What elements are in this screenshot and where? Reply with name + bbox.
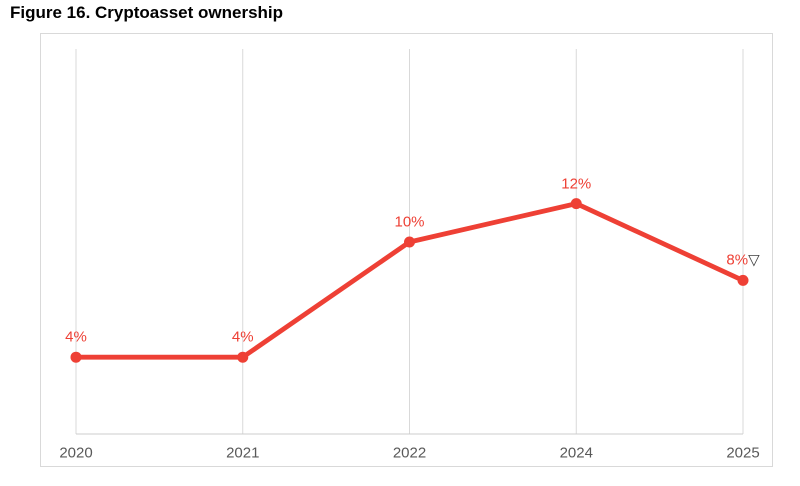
x-axis-label-2022: 2022 (392, 444, 427, 462)
chart-labels-layer: 4% 2020 4% 2021 10% 2022 12% 2024 8%▽ 2025 (41, 34, 772, 466)
x-axis-label-2021: 2021 (226, 444, 260, 462)
decrease-triangle-icon: ▽ (748, 251, 760, 269)
data-point-2022 (404, 236, 415, 248)
data-point-2025 (737, 274, 749, 286)
data-point-2020 (70, 351, 82, 363)
data-label-2020: 4% (65, 328, 87, 346)
data-label-2024: 12% (561, 175, 592, 193)
line-chart (70, 49, 749, 435)
data-point-2021 (237, 351, 249, 363)
x-axis-label-2020: 2020 (59, 444, 93, 462)
x-axis-label-2025: 2025 (726, 444, 760, 462)
chart-frame: 4% 2020 4% 2021 10% 2022 12% 2024 8%▽ 2025 (40, 33, 773, 467)
data-label-2025: 8%▽ (726, 251, 760, 269)
data-label-2021: 4% (231, 328, 254, 346)
x-axis-label-2024: 2024 (559, 444, 593, 462)
data-point-2024 (570, 198, 582, 210)
figure-title: Figure 16. Cryptoasset ownership (10, 3, 284, 22)
data-label-2022: 10% (394, 213, 425, 231)
